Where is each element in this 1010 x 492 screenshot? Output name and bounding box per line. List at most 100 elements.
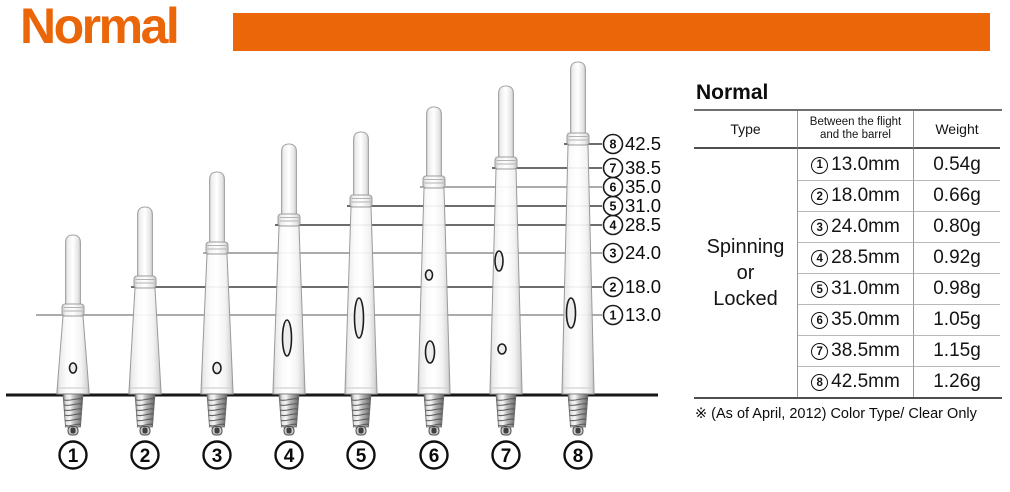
thread-ridge <box>137 423 153 427</box>
shaft-top-post <box>498 85 514 159</box>
shaft-number-digit: 5 <box>356 446 367 467</box>
size-label-1: 1 13.0 <box>602 304 661 326</box>
thread-ridge <box>424 398 444 401</box>
label-value: 13.0 <box>625 304 661 325</box>
thread-ridge <box>570 423 586 427</box>
thread-ridge <box>63 398 83 401</box>
shaft-collar <box>277 213 301 227</box>
thread-ridge <box>496 398 516 401</box>
size-cell-8: 8 42.5mm <box>798 366 914 398</box>
shaft-8 <box>561 61 595 436</box>
label-number: 2 <box>610 280 617 294</box>
spec-table-section: Normal Type Between the flight and the b… <box>694 81 1002 422</box>
label-number-circle <box>602 133 624 155</box>
shaft-number-digit: 8 <box>573 446 584 467</box>
thread-ridge <box>207 398 227 401</box>
shaft-number-circle <box>419 440 449 470</box>
label-number-circle <box>602 157 624 179</box>
lock-hole <box>212 361 222 375</box>
thread-ridge <box>280 408 298 412</box>
shaft-collar <box>61 303 85 317</box>
label-number: 7 <box>610 161 617 175</box>
shaft-4 <box>272 143 306 436</box>
spec-table: Type Between the flight and the barrel W… <box>694 109 1002 400</box>
thread-ridge <box>64 408 82 412</box>
shaft-top-post <box>65 234 81 306</box>
thread-ridge <box>496 403 516 406</box>
thread-ridge <box>64 418 82 422</box>
lock-hole <box>497 343 507 355</box>
shaft-body <box>489 168 523 395</box>
thread-ridge <box>136 413 154 417</box>
shaft-number-digit: 4 <box>284 446 295 467</box>
shaft-3 <box>200 171 234 436</box>
size-label-7: 7 38.5 <box>602 157 661 179</box>
shaft-number-digit: 2 <box>140 446 151 467</box>
screw-tip-core <box>70 427 76 434</box>
shaft-body <box>561 144 595 395</box>
shaft-2 <box>128 206 162 436</box>
thread-ridge <box>425 418 443 422</box>
label-number-circle <box>602 242 624 264</box>
shaft-number-8: 8 <box>563 440 593 470</box>
row-number-badge: 6 <box>811 312 829 330</box>
label-value: 18.0 <box>625 276 661 297</box>
shaft-collar <box>422 175 446 189</box>
label-number: 3 <box>610 246 617 260</box>
size-value: 18.0mm <box>831 185 900 207</box>
weight-cell-8: 1.26g <box>914 366 1000 397</box>
shaft-number-digit: 6 <box>429 446 440 467</box>
size-cell-7: 7 38.5mm <box>798 335 914 367</box>
weight-cell-6: 1.05g <box>914 304 1000 335</box>
thread-ridge <box>351 398 371 401</box>
thread-ridge <box>279 398 299 401</box>
thread-ridge <box>569 418 587 422</box>
table-title: Normal <box>696 81 769 104</box>
shaft-collar <box>133 275 157 289</box>
screw-tip-core <box>431 427 437 434</box>
shaft-number-1: 1 <box>58 440 88 470</box>
size-value: 24.0mm <box>831 216 900 238</box>
label-value: 35.0 <box>625 176 661 197</box>
thread-ridge <box>352 418 370 422</box>
label-number-circle <box>602 304 624 326</box>
shaft-number-6: 6 <box>419 440 449 470</box>
weight-cell-7: 1.15g <box>914 335 1000 366</box>
shaft-number-circle <box>58 440 88 470</box>
shaft-collar <box>494 156 518 170</box>
thread-ridge <box>568 403 588 406</box>
screw-tip-core <box>286 427 292 434</box>
thread-ridge <box>135 398 155 401</box>
title-accent-bar <box>233 13 990 51</box>
shaft-collar <box>566 132 590 146</box>
shaft-number-circle <box>202 440 232 470</box>
row-number-badge: 8 <box>811 374 829 392</box>
lock-hole <box>424 340 436 364</box>
size-cell-4: 4 28.5mm <box>798 242 914 274</box>
footnote: ※ (As of April, 2012) Color Type/ Clear … <box>695 406 977 423</box>
shaft-5 <box>344 131 378 436</box>
thread-ridge <box>352 413 370 417</box>
col-header-between: Between the flight and the barrel <box>798 111 914 150</box>
shaft-number-circle <box>563 440 593 470</box>
shaft-body <box>272 225 306 395</box>
size-value: 31.0mm <box>831 278 900 300</box>
shaft-number-7: 7 <box>491 440 521 470</box>
screw-tip-core <box>214 427 220 434</box>
row-number-badge: 1 <box>811 156 829 174</box>
thread-ridge <box>208 418 226 422</box>
shaft-body <box>56 315 90 395</box>
lock-hole <box>353 297 365 339</box>
page-title: Normal <box>20 0 180 54</box>
shaft-number-5: 5 <box>346 440 376 470</box>
thread-ridge <box>425 413 443 417</box>
size-label-2: 2 18.0 <box>602 276 661 298</box>
thread-ridge <box>424 403 444 406</box>
lock-hole <box>494 250 504 272</box>
shaft-top-post <box>281 143 297 216</box>
size-label-5: 5 31.0 <box>602 195 661 217</box>
shaft-number-circle <box>130 440 160 470</box>
screw-tip-core <box>503 427 509 434</box>
thread-ridge <box>136 408 154 412</box>
